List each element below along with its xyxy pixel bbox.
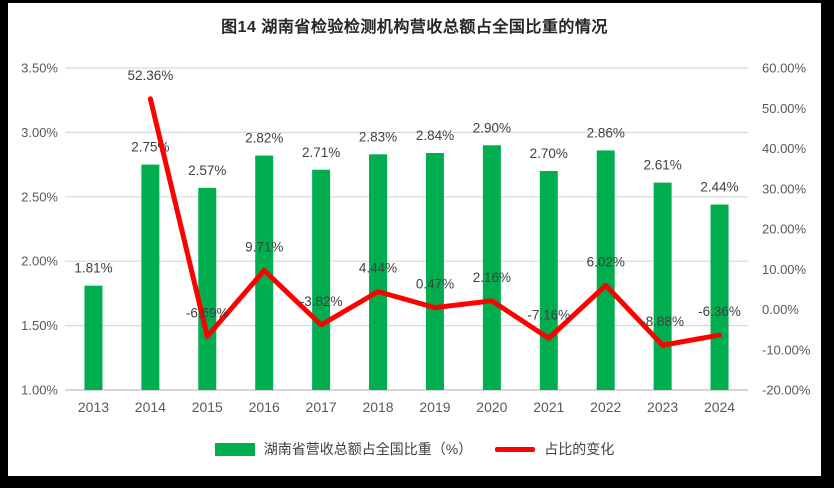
bar-data-label: 2.83% bbox=[359, 129, 397, 144]
line-data-label: 0.47% bbox=[416, 277, 454, 292]
year-label: 2014 bbox=[135, 399, 166, 415]
year-label: 2015 bbox=[192, 399, 223, 415]
line-data-label: -3.82% bbox=[300, 294, 343, 309]
right-axis-tick: 0.00% bbox=[762, 302, 799, 317]
bar-2014 bbox=[141, 164, 160, 390]
bar-2018 bbox=[369, 154, 388, 390]
year-label: 2016 bbox=[249, 399, 280, 415]
bar-data-label: 1.81% bbox=[74, 261, 112, 276]
right-axis-tick: 60.00% bbox=[762, 61, 807, 76]
left-axis-tick: 2.50% bbox=[21, 189, 58, 204]
bar-data-label: 2.90% bbox=[473, 120, 511, 135]
line-data-label: 9.71% bbox=[245, 239, 283, 254]
year-label: 2024 bbox=[704, 399, 735, 415]
right-axis-tick: -20.00% bbox=[762, 383, 811, 398]
bar-2019 bbox=[425, 153, 444, 390]
bar-2023 bbox=[653, 182, 672, 390]
year-label: 2022 bbox=[590, 399, 621, 415]
year-label: 2021 bbox=[533, 399, 564, 415]
right-axis-tick: 30.00% bbox=[762, 181, 807, 196]
right-axis-tick: 40.00% bbox=[762, 141, 807, 156]
left-axis-tick: 3.00% bbox=[21, 125, 58, 140]
line-series-legend-label: 占比的变化 bbox=[544, 441, 615, 457]
year-label: 2019 bbox=[419, 399, 450, 415]
bar-2021 bbox=[539, 171, 558, 390]
right-axis-tick: 10.00% bbox=[762, 262, 807, 277]
line-data-label: 4.44% bbox=[359, 261, 397, 276]
left-axis-tick: 3.50% bbox=[21, 61, 58, 76]
bar-data-label: 2.71% bbox=[302, 145, 340, 160]
bar-2024 bbox=[710, 204, 729, 390]
line-data-label: -8.88% bbox=[641, 314, 684, 329]
legend: 湖南省营收总额占全国比重（%） 占比的变化 bbox=[8, 439, 821, 459]
bar-data-label: 2.44% bbox=[700, 180, 738, 195]
chart-title: 图14 湖南省检验检测机构营收总额占全国比重的情况 bbox=[221, 19, 608, 36]
bar-data-label: 2.82% bbox=[245, 131, 283, 146]
bar-data-label: 2.70% bbox=[530, 146, 568, 161]
year-label: 2018 bbox=[362, 399, 393, 415]
year-label: 2013 bbox=[78, 399, 109, 415]
bar-2020 bbox=[482, 145, 501, 390]
line-series-legend-swatch bbox=[495, 446, 536, 452]
year-label: 2023 bbox=[647, 399, 678, 415]
left-axis-tick: 1.00% bbox=[21, 383, 58, 398]
bar-2017 bbox=[312, 169, 331, 390]
bar-data-label: 2.86% bbox=[587, 125, 625, 140]
right-axis-tick: -10.00% bbox=[762, 342, 811, 357]
right-axis-tick: 50.00% bbox=[762, 101, 807, 116]
bar-2022 bbox=[596, 150, 615, 390]
change-line-series bbox=[147, 96, 723, 348]
line-data-label: 52.36% bbox=[127, 68, 173, 83]
line-data-label: -7.16% bbox=[527, 307, 570, 322]
bar-series-legend-swatch bbox=[214, 442, 255, 456]
line-data-label: 2.16% bbox=[473, 270, 511, 285]
bar-2013 bbox=[84, 285, 103, 390]
year-label: 2020 bbox=[476, 399, 507, 415]
line-data-label: -6.69% bbox=[186, 305, 229, 320]
bar-data-label: 2.61% bbox=[643, 158, 681, 173]
line-data-label: 6.02% bbox=[587, 254, 625, 269]
bar-data-label: 2.57% bbox=[188, 163, 226, 178]
left-axis-tick: 1.50% bbox=[21, 318, 58, 333]
bar-series-legend-label: 湖南省营收总额占全国比重（%） bbox=[263, 441, 473, 457]
year-label: 2017 bbox=[306, 399, 337, 415]
left-axis-tick: 2.00% bbox=[21, 254, 58, 269]
right-axis-tick: 20.00% bbox=[762, 222, 807, 237]
bar-2015 bbox=[198, 187, 217, 390]
line-data-label: -6.36% bbox=[698, 304, 741, 319]
bar-data-label: 2.84% bbox=[416, 128, 454, 143]
